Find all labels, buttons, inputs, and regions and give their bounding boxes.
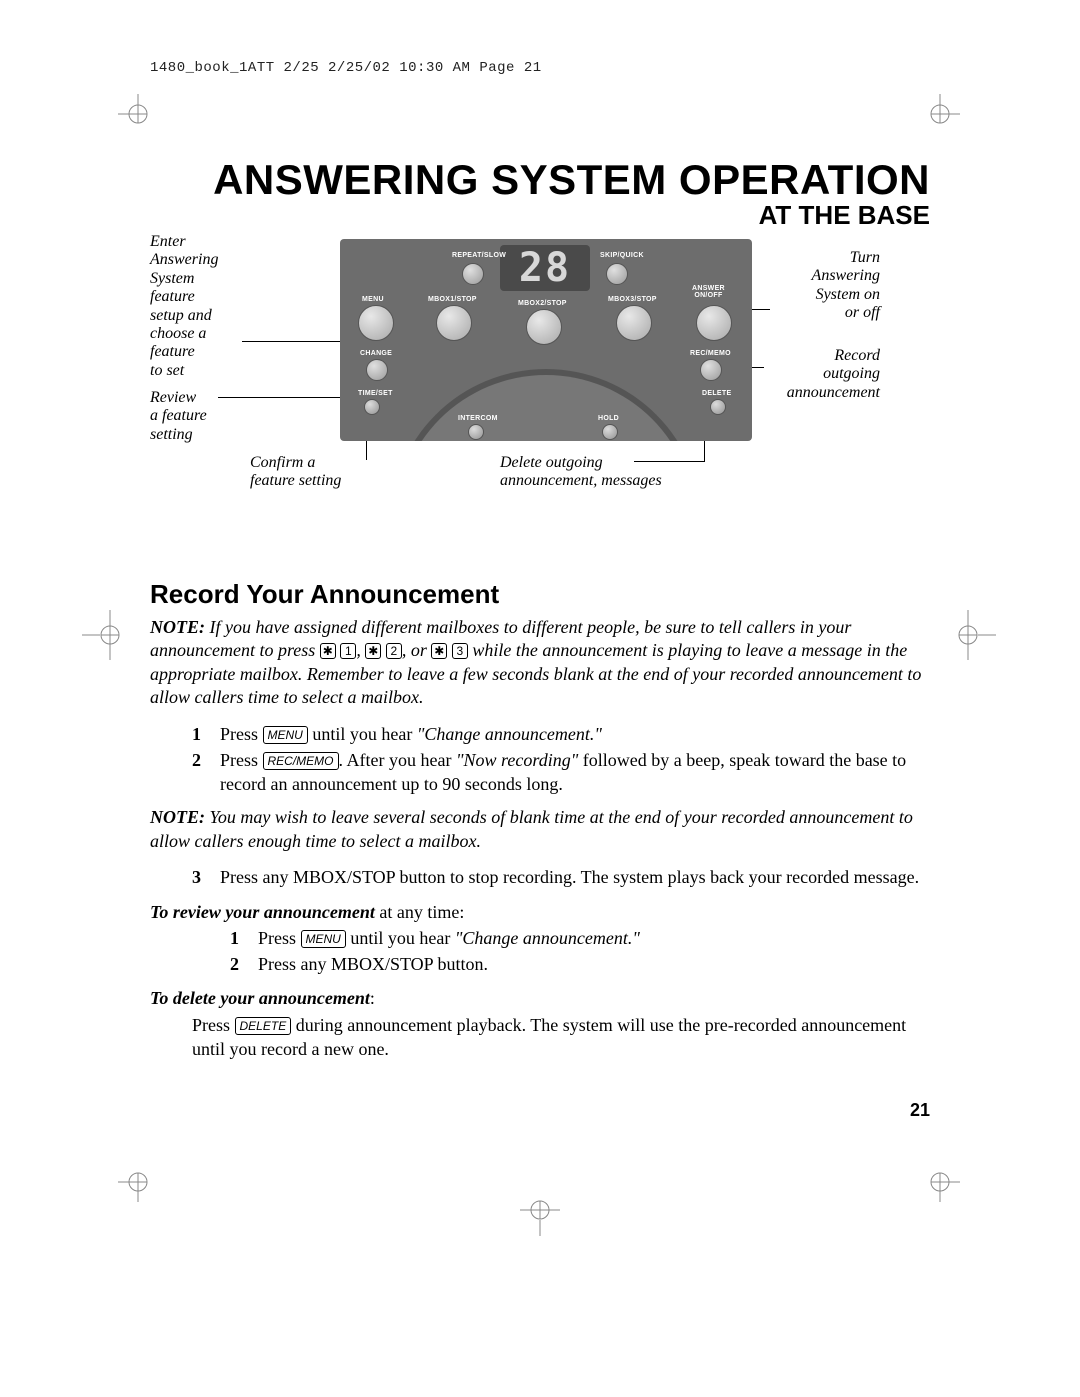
menu-key: MENU: [301, 930, 346, 948]
delete-button: [710, 399, 726, 415]
crop-mark-bc: [520, 1196, 560, 1236]
step-3-block: 3 Press any MBOX/STOP button to stop rec…: [150, 865, 930, 889]
review-step-1: 1 Press MENU until you hear "Change anno…: [230, 926, 930, 950]
step-number: 2: [230, 952, 258, 976]
print-header-text: 1480_book_1ATT 2/25 2/25/02 10:30 AM Pag…: [150, 60, 542, 76]
menu-key: MENU: [263, 726, 308, 744]
mbox2-stop-button: [526, 309, 562, 345]
main-steps: 1 Press MENU until you hear "Change anno…: [150, 722, 930, 797]
note-1: NOTE: If you have assigned different mai…: [150, 616, 930, 710]
menu-label: MENU: [362, 296, 384, 303]
star-key: ✱: [320, 643, 336, 659]
delete-heading: To delete your announcement:: [150, 986, 930, 1010]
skip-quick-button: [606, 263, 628, 285]
note-2: NOTE: You may wish to leave several seco…: [150, 806, 930, 853]
time-set-button: [364, 399, 380, 415]
mbox1-stop-button: [436, 305, 472, 341]
key-3: 3: [452, 643, 468, 659]
intercom-button: [468, 424, 484, 440]
crop-mark-ml: [82, 610, 122, 660]
mbox3-label: MBOX3/STOP: [608, 296, 657, 303]
repeat-slow-button: [462, 263, 484, 285]
step-2: 2 Press REC/MEMO. After you hear "Now re…: [192, 748, 930, 797]
callout-delete: Delete outgoing announcement, messages: [500, 454, 760, 491]
note-lead: NOTE:: [150, 617, 205, 637]
hold-button: [602, 424, 618, 440]
leader-line: [634, 461, 704, 462]
handset-cradle-arc: [390, 369, 702, 441]
key-1: 1: [340, 643, 356, 659]
callout-enter-setup: Enter Answering System feature setup and…: [150, 233, 245, 380]
menu-button: [358, 305, 394, 341]
step-number: 2: [192, 748, 220, 797]
delete-key: DELETE: [235, 1017, 292, 1035]
title-block: ANSWERING SYSTEM OPERATION AT THE BASE: [150, 156, 930, 231]
page-content: 1480_book_1ATT 2/25 2/25/02 10:30 AM Pag…: [150, 60, 930, 1061]
base-panel: 28 REPEAT/SLOW SKIP/QUICK MENU MBOX1/STO…: [340, 239, 752, 441]
base-diagram: Enter Answering System feature setup and…: [150, 239, 930, 509]
mbox1-label: MBOX1/STOP: [428, 296, 477, 303]
crop-mark-br: [920, 1162, 960, 1202]
main-title: ANSWERING SYSTEM OPERATION: [150, 156, 930, 204]
rec-memo-label: REC/MEMO: [690, 350, 731, 357]
callout-confirm: Confirm a feature setting: [250, 454, 380, 491]
step-3: 3 Press any MBOX/STOP button to stop rec…: [192, 865, 930, 889]
review-steps: 1 Press MENU until you hear "Change anno…: [150, 926, 930, 977]
step-number: 1: [230, 926, 258, 950]
delete-label: DELETE: [702, 390, 731, 397]
crop-mark-bl: [118, 1162, 158, 1202]
mbox3-stop-button: [616, 305, 652, 341]
crop-mark-mr: [956, 610, 996, 660]
review-heading: To review your announcement at any time:: [150, 900, 930, 924]
key-2: 2: [386, 643, 402, 659]
answer-onoff-button: [696, 305, 732, 341]
note-lead: NOTE:: [150, 807, 205, 827]
recmemo-key: REC/MEMO: [263, 752, 339, 770]
time-set-label: TIME/SET: [358, 390, 393, 397]
rec-memo-button: [700, 359, 722, 381]
callout-on-off: Turn Answering System on or off: [770, 249, 880, 323]
leader-line: [218, 397, 356, 398]
repeat-slow-label: REPEAT/SLOW: [452, 252, 506, 259]
star-key: ✱: [365, 643, 381, 659]
change-label: CHANGE: [360, 350, 392, 357]
review-step-2: 2 Press any MBOX/STOP button.: [230, 952, 930, 976]
intercom-label: INTERCOM: [458, 415, 498, 422]
step-number: 3: [192, 865, 220, 889]
step-number: 1: [192, 722, 220, 746]
delete-body: Press DELETE during announcement playbac…: [150, 1013, 930, 1062]
sub-title: AT THE BASE: [150, 200, 930, 231]
page-number: 21: [910, 1100, 930, 1121]
change-button: [366, 359, 388, 381]
message-count: 28: [519, 245, 571, 291]
answer-onoff-label: ANSWER ON/OFF: [692, 285, 725, 299]
star-key: ✱: [431, 643, 447, 659]
step-1: 1 Press MENU until you hear "Change anno…: [192, 722, 930, 746]
mbox2-label: MBOX2/STOP: [518, 300, 567, 307]
message-counter-display: 28: [500, 245, 590, 291]
print-header: 1480_book_1ATT 2/25 2/25/02 10:30 AM Pag…: [150, 60, 930, 76]
hold-label: HOLD: [598, 415, 619, 422]
skip-quick-label: SKIP/QUICK: [600, 252, 644, 259]
section-heading: Record Your Announcement: [150, 579, 930, 610]
callout-record-ann: Record outgoing announcement: [758, 347, 880, 402]
